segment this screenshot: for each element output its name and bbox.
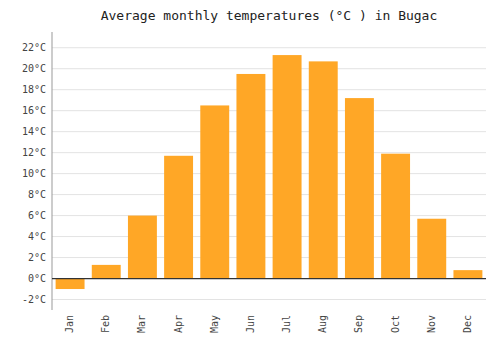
x-tick-label: Aug <box>317 315 328 333</box>
bar <box>417 219 446 279</box>
x-tick-label: Sep <box>353 315 364 333</box>
bar <box>236 74 265 279</box>
grid-line <box>52 47 486 48</box>
x-tick-label: Jul <box>281 315 292 333</box>
y-tick-label: 16°C <box>22 105 46 116</box>
y-tick-label: 0°C <box>28 273 46 284</box>
grid-line <box>52 299 486 300</box>
y-tick-label: 10°C <box>22 168 46 179</box>
grid <box>52 48 486 300</box>
grid-line <box>52 173 486 174</box>
bars <box>56 55 483 289</box>
bar <box>92 265 121 279</box>
title: Average monthly temperatures (°C ) in Bu… <box>101 8 438 23</box>
x-tick-label: Oct <box>390 315 401 333</box>
y-tick-label: 12°C <box>22 147 46 158</box>
x-tick-label: Mar <box>136 315 147 333</box>
bar <box>164 156 193 279</box>
x-tick-label: May <box>209 315 220 333</box>
bar <box>381 154 410 279</box>
x-tick-label: Jan <box>64 315 75 333</box>
y-tick-label: 14°C <box>22 126 46 137</box>
x-tick-label: Nov <box>426 315 437 333</box>
grid-line <box>52 131 486 132</box>
chart-container: Average monthly temperatures (°C ) in Bu… <box>0 0 500 350</box>
x-tick-label: Jun <box>245 315 256 333</box>
bar <box>273 55 302 278</box>
baseline <box>52 278 486 279</box>
grid-line <box>52 110 486 111</box>
bar <box>453 270 482 278</box>
grid-line <box>52 89 486 90</box>
bar <box>345 98 374 278</box>
bar <box>56 279 85 289</box>
y-tick-label: 4°C <box>28 231 46 242</box>
y-tick-label: 8°C <box>28 189 46 200</box>
y-tick-label: 20°C <box>22 63 46 74</box>
y-tick-label: -2°C <box>22 294 46 305</box>
grid-line <box>52 194 486 195</box>
bar <box>128 216 157 279</box>
x-tick-label: Feb <box>100 315 111 333</box>
y-tick-label: 22°C <box>22 42 46 53</box>
bar <box>200 105 229 278</box>
grid-line <box>52 68 486 69</box>
y-tick-label: 2°C <box>28 252 46 263</box>
grid-line <box>52 278 486 279</box>
y-tick-label: 6°C <box>28 210 46 221</box>
x-tick-label: Apr <box>173 315 184 333</box>
grid-line <box>52 215 486 216</box>
grid-line <box>52 152 486 153</box>
chart-svg: Average monthly temperatures (°C ) in Bu… <box>0 0 500 350</box>
y-axis-line <box>52 32 53 310</box>
bar <box>309 61 338 278</box>
y-tick-label: 18°C <box>22 84 46 95</box>
x-tick-label: Dec <box>462 315 473 333</box>
